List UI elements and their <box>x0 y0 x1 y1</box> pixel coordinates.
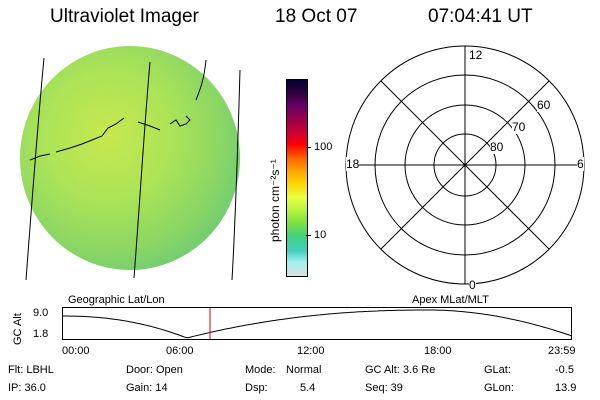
seq-info: Seq: 39 <box>365 382 403 394</box>
polar-grid <box>345 45 585 285</box>
glon-key: GLon: <box>484 382 514 394</box>
colorbar <box>286 79 308 277</box>
longitude-line <box>231 69 241 281</box>
dsp-value: 5.4 <box>300 382 316 394</box>
xtick-2359: 23:59 <box>548 345 576 357</box>
xtick-18: 18:00 <box>424 345 452 357</box>
longitude-line <box>195 59 207 101</box>
apex-label: Apex MLat/MLT <box>412 294 489 306</box>
ip-info: IP: 36.0 <box>8 382 46 394</box>
coastline <box>29 115 191 161</box>
mode-value: Normal <box>286 364 322 376</box>
altitude-plot-frame <box>62 307 572 340</box>
polar-diagonal <box>380 80 550 250</box>
xtick-06: 06:00 <box>166 345 194 357</box>
altitude-ylabel: GC Alt <box>12 313 24 345</box>
date-label: 18 Oct 07 <box>275 6 358 27</box>
gc-alt-info: GC Alt: 3.6 Re <box>365 364 436 376</box>
colorbar-gradient <box>287 80 307 276</box>
mlat-label-60: 60 <box>537 98 551 112</box>
altitude-ymin: 1.8 <box>33 328 49 340</box>
colorbar-tick-label: 10 <box>314 229 327 241</box>
mlt-label-6: 6 <box>577 157 584 171</box>
colorbar-tick <box>306 147 311 148</box>
mlt-label-18: 18 <box>346 157 360 171</box>
filter-info: Flt: LBHL <box>8 364 54 376</box>
glon-value: 13.9 <box>555 382 577 394</box>
altitude-plot <box>62 307 573 340</box>
glat-key: GLat: <box>484 364 511 376</box>
mlt-label-0: 0 <box>469 278 476 292</box>
mode-key: Mode: <box>245 364 276 376</box>
time-label: 07:04:41 UT <box>428 6 533 27</box>
longitude-line <box>133 61 151 279</box>
uv-image-panel <box>20 46 241 281</box>
mlat-label-70: 70 <box>512 120 526 134</box>
xtick-12: 12:00 <box>297 345 325 357</box>
mlt-label-12: 12 <box>469 48 483 62</box>
gain-info: Gain: 14 <box>126 382 168 394</box>
mlat-label-80: 80 <box>490 140 504 154</box>
colorbar-tick <box>306 235 311 236</box>
longitude-line <box>25 57 45 281</box>
app-title: Ultraviolet Imager <box>50 6 199 27</box>
altitude-curve <box>62 309 573 339</box>
glat-value: -0.5 <box>555 364 574 376</box>
door-info: Door: Open <box>126 364 183 376</box>
xtick-00: 00:00 <box>62 345 90 357</box>
dsp-key: Dsp: <box>245 382 268 394</box>
colorbar-tick-label: 100 <box>314 141 333 153</box>
earth-disk-texture <box>20 46 240 270</box>
geographic-label: Geographic Lat/Lon <box>68 294 165 306</box>
altitude-ymax: 9.0 <box>33 307 49 319</box>
colorbar-unit-label: photon cm⁻²s⁻¹ <box>268 159 282 242</box>
